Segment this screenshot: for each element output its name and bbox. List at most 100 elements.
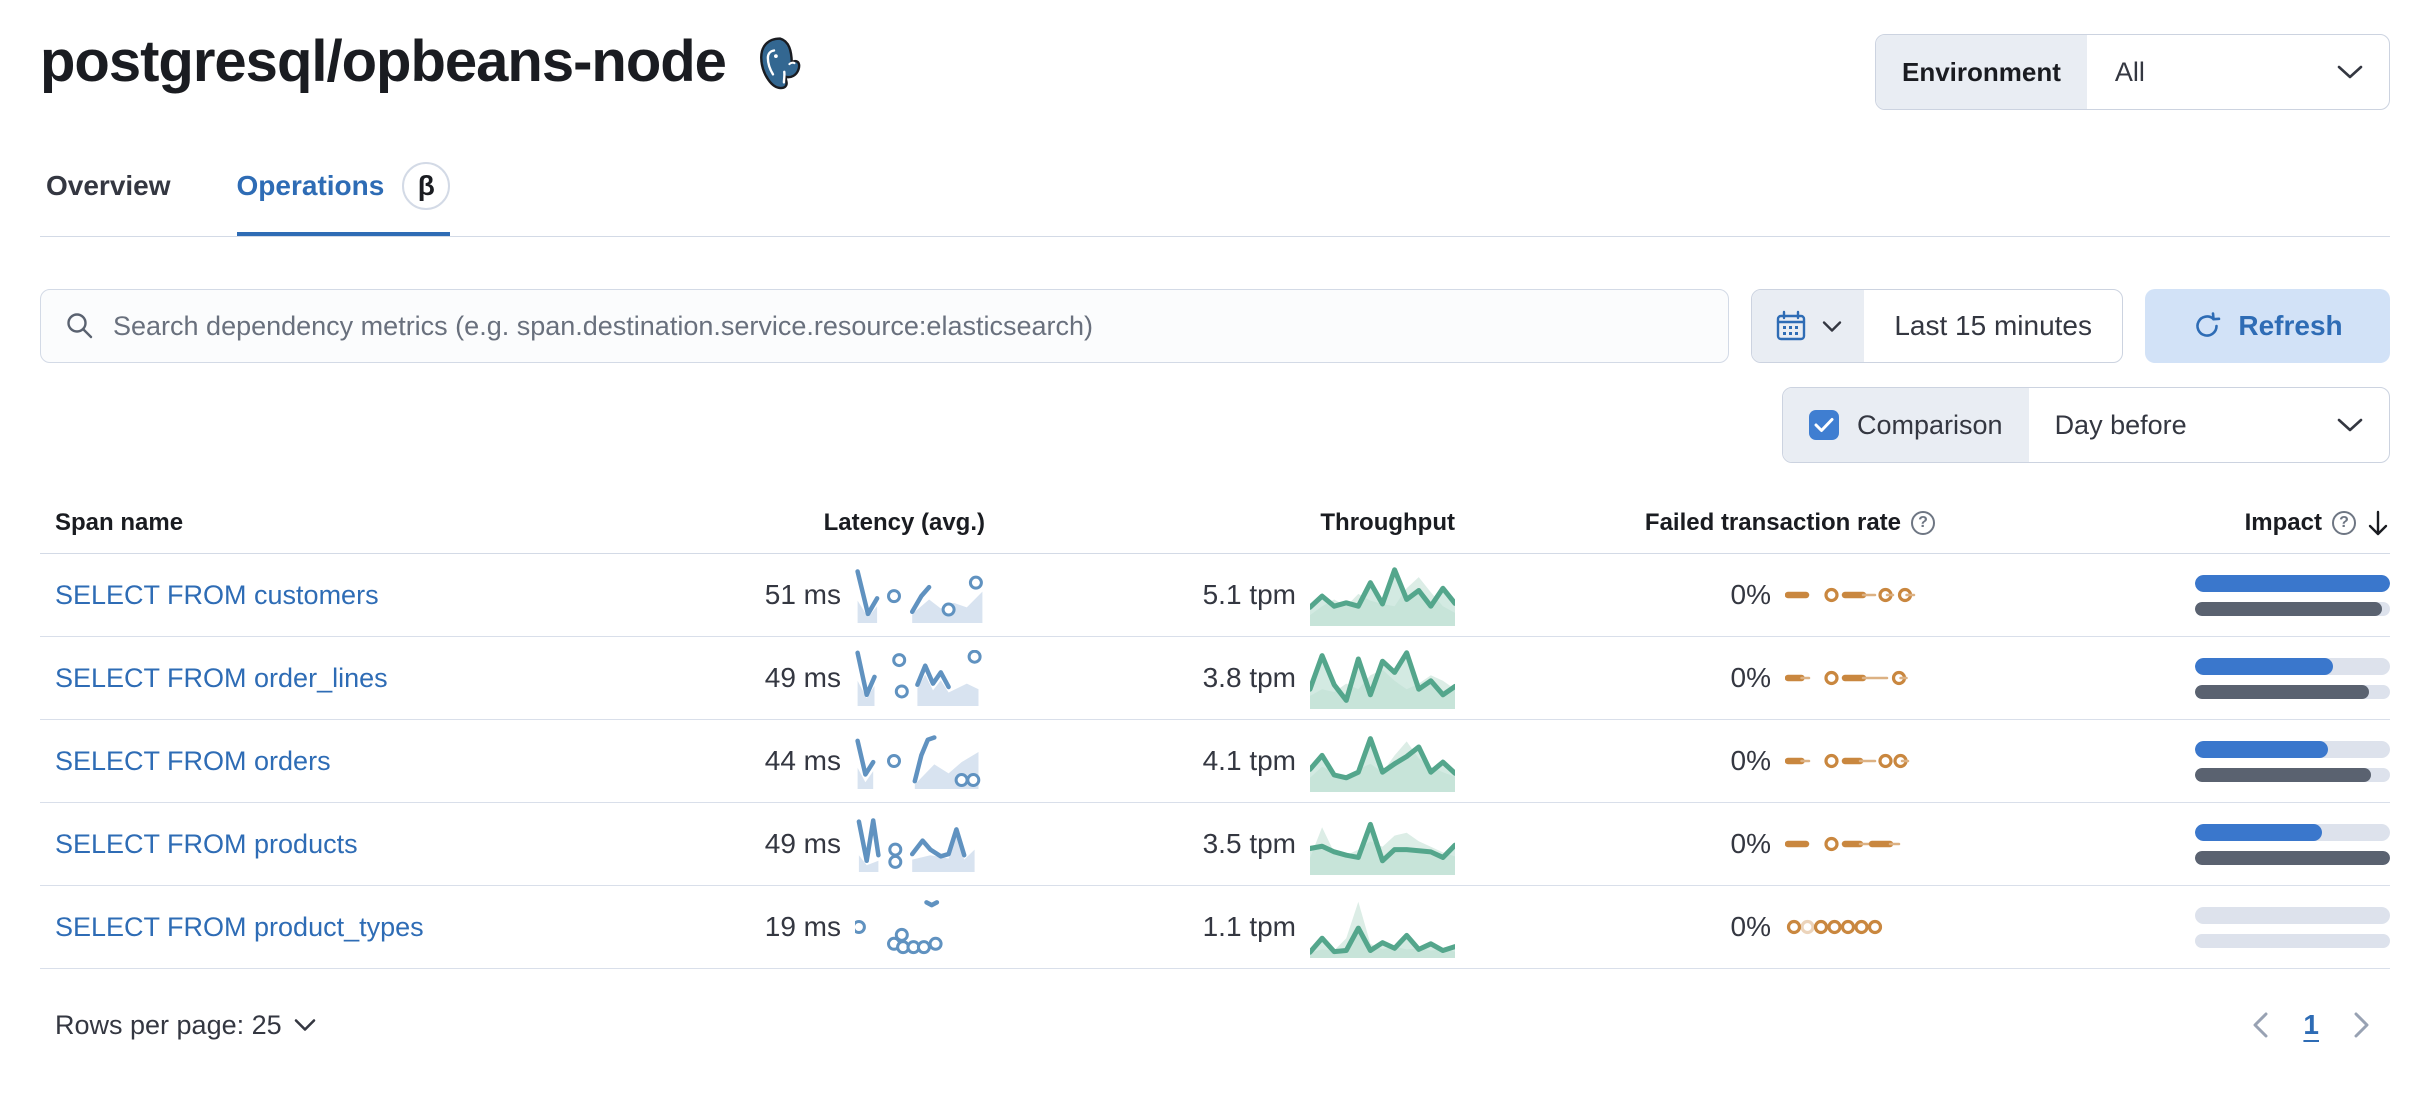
comparison-toggle[interactable]: Comparison [1783,388,2029,462]
table-row: SELECT FROM product_types 19 ms 1.1 tpm … [40,886,2390,969]
environment-select[interactable]: Environment All [1875,34,2390,110]
span-name-link[interactable]: SELECT FROM product_types [55,911,424,942]
throughput-value: 1.1 tpm [1202,911,1296,942]
tab-bar: Overview Operations β [40,162,2390,237]
impact-bar-current [2195,906,2390,924]
span-name-header-label: Span name [55,509,184,536]
tab-operations[interactable]: Operations β [236,162,451,236]
failed-rate-value: 0% [1730,745,1771,776]
table-row: SELECT FROM orders 44 ms 4.1 tpm 0% [40,720,2390,803]
table-row: SELECT FROM customers 51 ms 5.1 tpm 0% [40,554,2390,637]
latency-value: 51 ms [764,579,841,610]
table-body: SELECT FROM customers 51 ms 5.1 tpm 0% S… [40,554,2390,969]
throughput-value: 5.1 tpm [1202,579,1296,610]
comparison-group: Comparison Day before [1782,387,2390,463]
refresh-button[interactable]: Refresh [2145,289,2390,363]
latency-sparkline [855,650,982,706]
chevron-down-icon [1823,320,1842,332]
throughput-value: 3.8 tpm [1202,662,1296,693]
controls-row: Last 15 minutes Refresh [40,289,2390,363]
impact-bar-current [2195,740,2390,758]
failed-rate-value: 0% [1730,911,1771,942]
latency-sparkline [855,735,981,789]
span-name-link[interactable]: SELECT FROM orders [55,745,331,776]
comparison-value: Day before [2054,409,2187,440]
impact-bar-previous [2195,684,2390,699]
failed-rate-header-label: Failed transaction rate [1644,509,1901,536]
sort-descending-icon [2368,510,2388,536]
impact-bar-previous [2195,933,2390,948]
column-header-failed-rate[interactable]: Failed transaction rate ? [1580,509,2060,537]
latency-value: 44 ms [764,745,841,776]
failed-rate-value: 0% [1730,579,1771,610]
page-header: postgresql/opbeans-node Environment All [40,0,2390,110]
beta-badge: β [402,162,451,210]
rows-per-page-label: Rows per page: 25 [55,1009,282,1040]
throughput-sparkline [1310,821,1455,875]
tab-overview[interactable]: Overview [46,162,171,236]
throughput-sparkline [1310,901,1455,958]
latency-value: 49 ms [764,662,841,693]
column-header-span-name[interactable]: Span name [40,509,690,537]
table-footer: Rows per page: 25 1 [40,1007,2390,1043]
next-page-button[interactable] [2349,1007,2375,1043]
latency-sparkline [856,818,975,872]
failed-rate-value: 0% [1730,662,1771,693]
date-picker[interactable]: Last 15 minutes [1751,289,2123,363]
column-header-impact[interactable]: Impact ? [2060,509,2390,537]
operations-table: Span name Latency (avg.) Throughput Fail… [40,509,2390,969]
impact-bar-current [2195,657,2390,675]
impact-bar-previous [2195,850,2390,865]
tab-overview-label: Overview [46,170,171,201]
chevron-right-icon [2354,1012,2369,1038]
calendar-icon [1777,310,1806,341]
chevron-down-icon [2337,35,2389,109]
impact-bar-current [2195,823,2390,841]
throughput-value: 3.5 tpm [1202,828,1296,859]
postgresql-icon [759,36,801,89]
failed-rate-value: 0% [1730,828,1771,859]
rows-per-page-button[interactable]: Rows per page: 25 [55,1010,316,1041]
question-icon[interactable]: ? [1911,511,1935,535]
throughput-sparkline [1310,567,1455,626]
failed-rate-sparkline [1786,919,1883,935]
comparison-label: Comparison [1857,409,2003,440]
refresh-icon [2196,312,2221,337]
environment-value: All [2114,56,2145,87]
span-name-link[interactable]: SELECT FROM customers [55,579,379,610]
impact-bar-previous [2195,601,2390,616]
refresh-label: Refresh [2238,310,2343,341]
failed-rate-sparkline [1785,587,1916,603]
comparison-row: Comparison Day before [40,387,2390,463]
previous-page-button[interactable] [2247,1007,2273,1043]
impact-bar-previous [2195,767,2390,782]
latency-sparkline [855,569,983,623]
comparison-checkbox[interactable] [1809,410,1839,440]
latency-value: 49 ms [764,828,841,859]
search-input[interactable] [113,310,1705,342]
comparison-select[interactable]: Day before [2029,388,2389,462]
throughput-header-label: Throughput [1320,509,1455,536]
impact-bar-current [2195,574,2390,592]
date-picker-quick-menu[interactable] [1752,290,1865,362]
latency-value: 19 ms [764,911,841,942]
chevron-down-icon [294,1019,315,1031]
table-header: Span name Latency (avg.) Throughput Fail… [40,509,2390,554]
span-name-link[interactable]: SELECT FROM order_lines [55,662,388,693]
page-number-1[interactable]: 1 [2303,1009,2319,1040]
time-range-value[interactable]: Last 15 minutes [1894,310,2092,341]
chevron-left-icon [2253,1012,2268,1038]
table-row: SELECT FROM order_lines 49 ms 3.8 tpm 0% [40,637,2390,720]
question-icon[interactable]: ? [2332,511,2356,535]
throughput-sparkline [1310,736,1455,792]
column-header-throughput[interactable]: Throughput [1110,509,1580,537]
column-header-latency[interactable]: Latency (avg.) [690,509,1110,537]
search-box [40,289,1730,363]
table-row: SELECT FROM products 49 ms 3.5 tpm 0% [40,803,2390,886]
latency-sparkline [855,900,943,955]
span-name-link[interactable]: SELECT FROM products [55,828,358,859]
failed-rate-sparkline [1785,836,1901,852]
latency-header-label: Latency (avg.) [823,509,985,536]
failed-rate-sparkline [1785,670,1908,686]
